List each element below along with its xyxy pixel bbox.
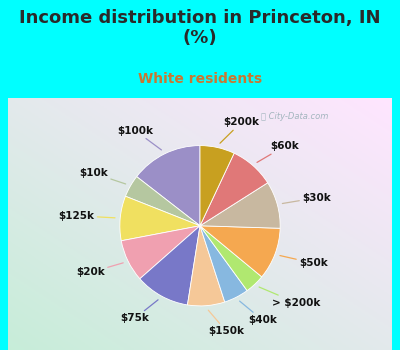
Wedge shape xyxy=(188,226,225,306)
Text: $125k: $125k xyxy=(59,211,115,221)
Text: $75k: $75k xyxy=(120,300,158,323)
Wedge shape xyxy=(140,226,200,305)
Wedge shape xyxy=(200,153,268,226)
Text: $10k: $10k xyxy=(79,168,126,184)
Wedge shape xyxy=(120,196,200,241)
Wedge shape xyxy=(126,177,200,226)
Text: $200k: $200k xyxy=(220,118,259,143)
Text: $20k: $20k xyxy=(76,263,123,277)
Wedge shape xyxy=(200,226,247,302)
Text: $40k: $40k xyxy=(240,301,277,325)
Wedge shape xyxy=(200,226,262,290)
Text: $150k: $150k xyxy=(208,310,244,336)
Text: White residents: White residents xyxy=(138,72,262,86)
Text: $30k: $30k xyxy=(282,193,331,203)
Text: $60k: $60k xyxy=(257,141,299,162)
Wedge shape xyxy=(137,146,200,226)
Text: $100k: $100k xyxy=(118,126,162,150)
Text: Income distribution in Princeton, IN
(%): Income distribution in Princeton, IN (%) xyxy=(19,9,381,47)
Text: > $200k: > $200k xyxy=(259,287,321,308)
Wedge shape xyxy=(200,226,280,277)
Text: $50k: $50k xyxy=(280,256,328,268)
Text: ⓘ City-Data.com: ⓘ City-Data.com xyxy=(261,112,328,121)
Wedge shape xyxy=(200,146,234,226)
Wedge shape xyxy=(200,183,280,228)
Wedge shape xyxy=(121,226,200,279)
